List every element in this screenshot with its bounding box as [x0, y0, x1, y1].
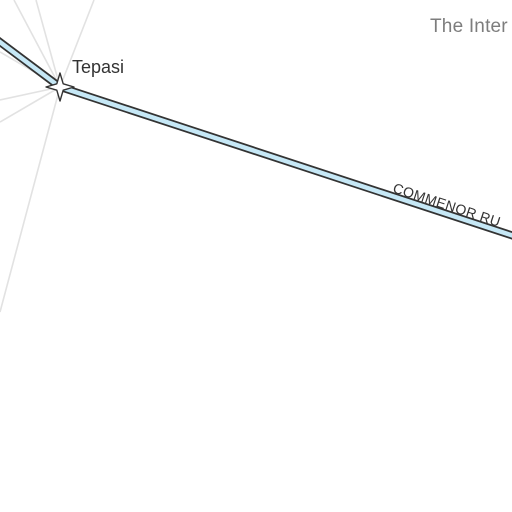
hyperlane	[0, 86, 61, 123]
hyperlanes	[0, 0, 95, 313]
hyperlane	[0, 86, 61, 313]
system-label-tepasi[interactable]: Tepasi	[72, 57, 125, 77]
four-point-star-icon[interactable]	[45, 72, 75, 102]
region-label: The Inter	[430, 16, 508, 37]
hyperlane	[35, 0, 61, 88]
hyperlane	[59, 0, 95, 88]
hyperlane	[0, 86, 61, 101]
hyperlane	[13, 0, 61, 88]
